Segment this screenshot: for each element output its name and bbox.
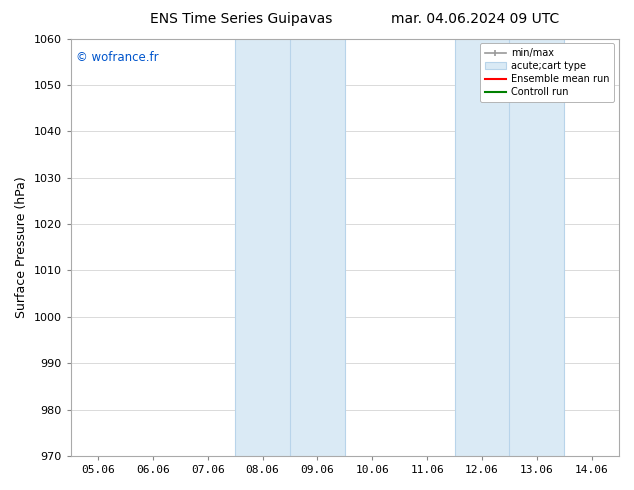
Text: © wofrance.fr: © wofrance.fr <box>76 51 158 64</box>
Y-axis label: Surface Pressure (hPa): Surface Pressure (hPa) <box>15 176 28 318</box>
Text: mar. 04.06.2024 09 UTC: mar. 04.06.2024 09 UTC <box>391 12 560 26</box>
Bar <box>509 39 564 456</box>
Text: ENS Time Series Guipavas: ENS Time Series Guipavas <box>150 12 332 26</box>
Bar <box>290 39 345 456</box>
Bar <box>455 39 509 456</box>
Legend: min/max, acute;cart type, Ensemble mean run, Controll run: min/max, acute;cart type, Ensemble mean … <box>480 44 614 102</box>
Bar <box>235 39 290 456</box>
